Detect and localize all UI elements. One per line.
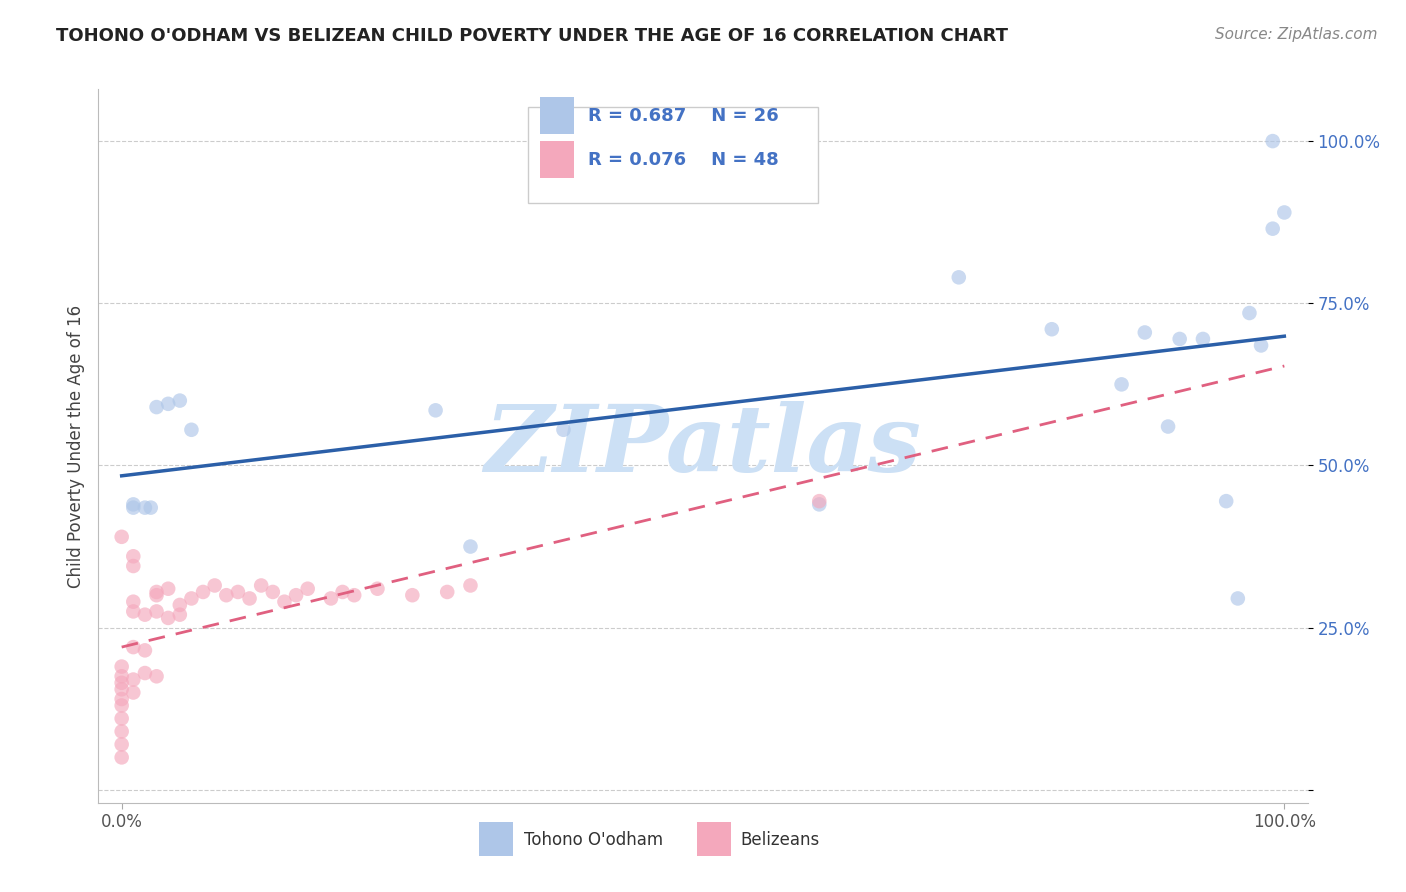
Point [145,400,167,414]
Point [808,497,831,511]
Point [145,585,167,599]
FancyBboxPatch shape [697,822,731,856]
Point [169,393,191,408]
Point [1239,306,1261,320]
Point [134,643,156,657]
Point [319,591,342,606]
Point [1168,332,1191,346]
Point [436,585,458,599]
Point [948,270,970,285]
Text: ZIPatlas: ZIPatlas [485,401,921,491]
Point [122,604,145,618]
Point [250,578,273,592]
Point [239,591,262,606]
Point [134,666,156,681]
Point [145,604,167,618]
Point [1040,322,1063,336]
Point [122,549,145,564]
Text: Belizeans: Belizeans [741,831,820,849]
Point [111,698,134,713]
Point [111,724,134,739]
Point [122,595,145,609]
Point [169,598,191,612]
Point [191,585,214,599]
Point [332,585,354,599]
Point [111,675,134,690]
FancyBboxPatch shape [479,822,513,856]
Point [1250,338,1272,352]
Point [180,591,202,606]
Point [169,607,191,622]
Point [226,585,249,599]
FancyBboxPatch shape [540,97,574,134]
Point [1111,377,1133,392]
Text: R = 0.687    N = 26: R = 0.687 N = 26 [588,107,779,125]
Point [111,669,134,683]
Point [285,588,308,602]
Point [111,738,134,752]
Point [111,750,134,764]
Point [1215,494,1237,508]
Point [111,711,134,725]
Point [204,578,226,592]
Point [808,494,831,508]
Text: Source: ZipAtlas.com: Source: ZipAtlas.com [1215,27,1378,42]
Point [1192,332,1215,346]
Point [122,685,145,699]
Point [180,423,202,437]
Point [157,397,180,411]
Point [1133,326,1156,340]
Point [111,530,134,544]
Point [122,673,145,687]
Point [134,607,156,622]
Point [460,578,482,592]
Point [1261,134,1284,148]
Point [297,582,319,596]
Point [157,611,180,625]
Point [343,588,366,602]
Point [215,588,238,602]
Point [460,540,482,554]
Point [111,682,134,697]
Point [401,588,423,602]
Point [122,497,145,511]
Point [157,582,180,596]
Point [122,559,145,574]
Point [145,588,167,602]
FancyBboxPatch shape [527,107,818,203]
Point [366,582,388,596]
Text: TOHONO O'ODHAM VS BELIZEAN CHILD POVERTY UNDER THE AGE OF 16 CORRELATION CHART: TOHONO O'ODHAM VS BELIZEAN CHILD POVERTY… [56,27,1008,45]
Point [139,500,162,515]
Point [1157,419,1180,434]
Point [145,669,167,683]
Point [134,500,156,515]
Y-axis label: Child Poverty Under the Age of 16: Child Poverty Under the Age of 16 [66,304,84,588]
Point [1261,221,1284,235]
Point [553,423,575,437]
Point [262,585,284,599]
Point [1272,205,1295,219]
Point [273,595,295,609]
Text: Tohono O'odham: Tohono O'odham [524,831,664,849]
Point [111,692,134,706]
FancyBboxPatch shape [540,141,574,178]
Point [1226,591,1249,606]
Point [122,640,145,654]
Point [425,403,447,417]
Point [111,659,134,673]
Text: R = 0.076    N = 48: R = 0.076 N = 48 [588,151,779,169]
Point [122,500,145,515]
